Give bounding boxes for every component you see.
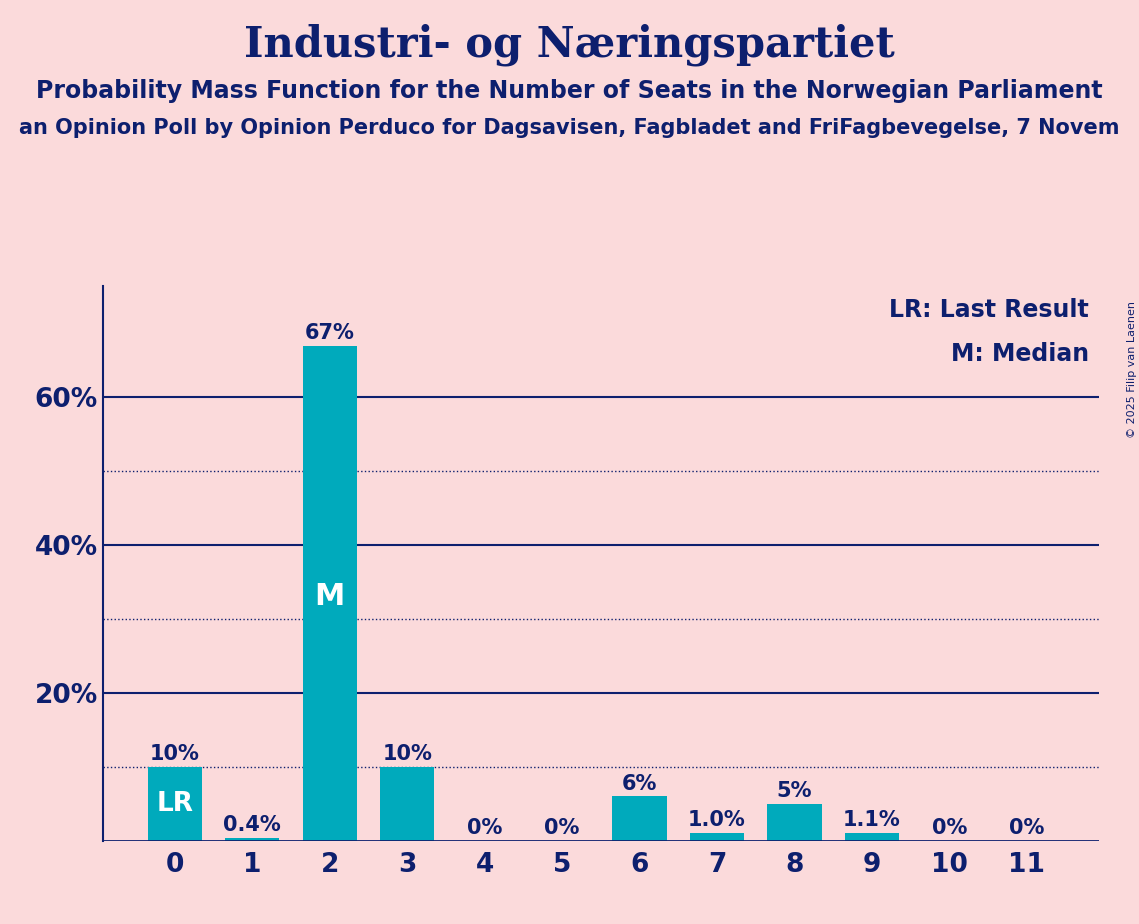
- Bar: [845, 833, 899, 841]
- Text: 10%: 10%: [150, 744, 199, 764]
- Text: © 2025 Filip van Laenen: © 2025 Filip van Laenen: [1126, 301, 1137, 438]
- Bar: [303, 346, 357, 841]
- Text: 6%: 6%: [622, 773, 657, 794]
- Text: Industri- og Næringspartiet: Industri- og Næringspartiet: [244, 23, 895, 66]
- Text: M: M: [314, 582, 345, 612]
- Text: 0.4%: 0.4%: [223, 815, 281, 835]
- Text: 0%: 0%: [1009, 818, 1044, 838]
- Text: 1.0%: 1.0%: [688, 810, 746, 831]
- Bar: [380, 767, 434, 841]
- Text: an Opinion Poll by Opinion Perduco for Dagsavisen, Fagbladet and FriFagbevegelse: an Opinion Poll by Opinion Perduco for D…: [19, 118, 1120, 139]
- Text: 5%: 5%: [777, 781, 812, 801]
- Text: 0%: 0%: [467, 818, 502, 838]
- Bar: [613, 796, 666, 841]
- Text: 0%: 0%: [932, 818, 967, 838]
- Text: M: Median: M: Median: [951, 342, 1089, 366]
- Bar: [768, 804, 821, 841]
- Bar: [226, 838, 279, 841]
- Text: Probability Mass Function for the Number of Seats in the Norwegian Parliament: Probability Mass Function for the Number…: [36, 79, 1103, 103]
- Text: 10%: 10%: [383, 744, 432, 764]
- Text: LR: LR: [156, 791, 194, 817]
- Text: 67%: 67%: [305, 322, 354, 343]
- Text: 0%: 0%: [544, 818, 580, 838]
- Bar: [148, 767, 202, 841]
- Bar: [690, 833, 744, 841]
- Text: LR: Last Result: LR: Last Result: [890, 298, 1089, 322]
- Text: 1.1%: 1.1%: [843, 809, 901, 830]
